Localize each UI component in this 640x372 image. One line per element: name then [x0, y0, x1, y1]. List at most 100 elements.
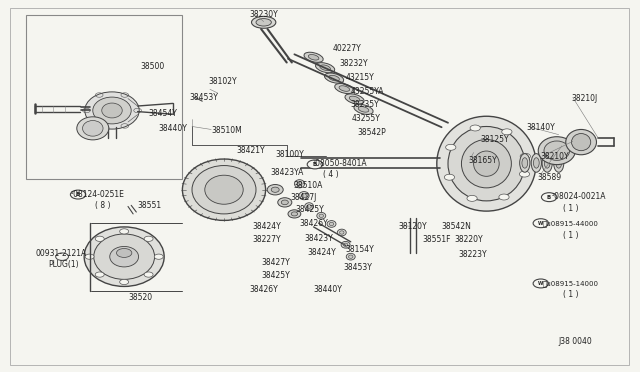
Text: 43215Y: 43215Y: [346, 73, 374, 82]
Ellipse shape: [307, 205, 312, 208]
Text: 38551F: 38551F: [422, 235, 451, 244]
Ellipse shape: [84, 92, 140, 129]
Ellipse shape: [566, 129, 596, 155]
Ellipse shape: [278, 198, 292, 207]
Text: ⓜu08915-44000: ⓜu08915-44000: [543, 220, 598, 227]
Ellipse shape: [297, 182, 302, 186]
Text: ²08050-8401A: ²08050-8401A: [312, 159, 367, 168]
Ellipse shape: [461, 140, 511, 188]
Circle shape: [520, 171, 530, 177]
Circle shape: [85, 254, 94, 259]
Ellipse shape: [448, 126, 525, 201]
Text: 38454Y: 38454Y: [148, 109, 177, 118]
Ellipse shape: [349, 96, 360, 102]
Ellipse shape: [299, 192, 309, 200]
Text: 38426Y: 38426Y: [300, 219, 328, 228]
Circle shape: [120, 279, 129, 285]
Text: ( 1 ): ( 1 ): [563, 231, 579, 240]
Ellipse shape: [544, 141, 570, 160]
Ellipse shape: [520, 154, 530, 172]
Text: 38440Y: 38440Y: [159, 124, 188, 133]
Text: 38230Y: 38230Y: [250, 10, 278, 19]
Ellipse shape: [327, 221, 336, 227]
Circle shape: [445, 144, 456, 150]
Text: ( 1 ): ( 1 ): [563, 204, 579, 213]
Ellipse shape: [337, 229, 346, 236]
Text: 38453Y: 38453Y: [189, 93, 218, 102]
Text: 38235Y: 38235Y: [351, 100, 380, 109]
Text: B: B: [547, 195, 551, 200]
Ellipse shape: [556, 158, 562, 168]
Text: 38427J: 38427J: [291, 193, 317, 202]
Ellipse shape: [320, 65, 330, 70]
Ellipse shape: [110, 246, 139, 267]
Text: 38542N: 38542N: [442, 222, 472, 231]
Circle shape: [120, 229, 129, 234]
Text: 43255YA: 43255YA: [351, 87, 384, 96]
Ellipse shape: [344, 243, 348, 246]
Ellipse shape: [317, 212, 326, 219]
Text: 38165Y: 38165Y: [468, 156, 497, 165]
Circle shape: [95, 272, 104, 277]
Circle shape: [116, 248, 132, 257]
Text: 38551: 38551: [138, 201, 162, 210]
Ellipse shape: [346, 253, 355, 260]
Text: B: B: [313, 162, 317, 167]
Ellipse shape: [339, 86, 349, 91]
Ellipse shape: [329, 76, 339, 81]
Ellipse shape: [77, 117, 109, 140]
Ellipse shape: [182, 159, 266, 220]
Ellipse shape: [83, 121, 103, 136]
Ellipse shape: [93, 234, 155, 279]
Ellipse shape: [305, 203, 314, 210]
Ellipse shape: [341, 241, 350, 248]
Circle shape: [541, 193, 557, 202]
Ellipse shape: [256, 19, 271, 26]
Bar: [26, 15, 182, 179]
Text: 38102Y: 38102Y: [208, 77, 237, 86]
Ellipse shape: [282, 200, 288, 205]
Ellipse shape: [192, 166, 256, 214]
Text: 38421Y: 38421Y: [237, 146, 266, 155]
Text: 38120Y: 38120Y: [398, 222, 427, 231]
Text: 38510M: 38510M: [211, 126, 242, 135]
Text: 38427Y: 38427Y: [261, 258, 290, 267]
Text: 38140Y: 38140Y: [526, 123, 555, 132]
Text: 38210J: 38210J: [572, 94, 598, 103]
Circle shape: [154, 254, 163, 259]
Text: J38 0040: J38 0040: [558, 337, 592, 346]
Ellipse shape: [294, 180, 305, 188]
Text: 38154Y: 38154Y: [346, 245, 374, 254]
Ellipse shape: [542, 154, 552, 172]
Text: 00931-2121A: 00931-2121A: [35, 249, 86, 258]
Text: 43255Y: 43255Y: [352, 114, 381, 123]
Ellipse shape: [339, 231, 344, 234]
Text: 38424Y: 38424Y: [253, 222, 282, 231]
Circle shape: [95, 236, 104, 241]
Ellipse shape: [268, 185, 283, 195]
Text: 38423Y: 38423Y: [304, 234, 333, 243]
Ellipse shape: [252, 16, 276, 28]
Text: 38424Y: 38424Y: [307, 248, 336, 257]
Text: ( 4 ): ( 4 ): [323, 170, 339, 179]
Ellipse shape: [304, 52, 323, 62]
Ellipse shape: [522, 158, 527, 168]
Ellipse shape: [538, 137, 575, 164]
Text: ²08124-0251E: ²08124-0251E: [70, 190, 124, 199]
Ellipse shape: [329, 222, 334, 225]
Text: 38500: 38500: [141, 62, 165, 71]
Ellipse shape: [319, 214, 323, 217]
Text: 38423YA: 38423YA: [270, 169, 303, 177]
Ellipse shape: [205, 175, 243, 204]
Text: W: W: [538, 281, 543, 286]
Circle shape: [467, 195, 477, 201]
Circle shape: [444, 174, 454, 180]
Text: 38520: 38520: [128, 293, 152, 302]
Text: 38220Y: 38220Y: [454, 235, 483, 244]
Ellipse shape: [349, 255, 353, 259]
Ellipse shape: [93, 97, 131, 124]
Ellipse shape: [474, 151, 499, 176]
Circle shape: [520, 153, 531, 159]
Text: 38125Y: 38125Y: [480, 135, 509, 144]
Ellipse shape: [358, 107, 369, 112]
